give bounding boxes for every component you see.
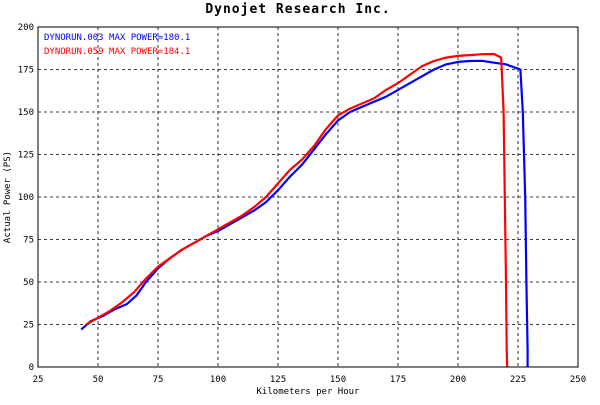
- series-line-2: [85, 52, 509, 368]
- x-tick-label: 125: [270, 375, 286, 385]
- y-tick-label: 175: [18, 66, 34, 76]
- x-tick-label: 200: [450, 375, 466, 385]
- y-tick-label: 0: [29, 363, 34, 373]
- legend: DYNORUN.003 MAX POWER=180.1 DYNORUN.059 M…: [44, 33, 190, 57]
- series-lines: [80, 52, 529, 368]
- y-tick-label: 100: [18, 193, 34, 203]
- y-tick-label: 25: [23, 321, 34, 331]
- plot-frame: [37, 26, 579, 368]
- legend-entry-2: DYNORUN.059 MAX POWER=184.1: [44, 47, 190, 57]
- x-tick-label: 250: [570, 375, 586, 385]
- y-tick-label: 75: [23, 236, 34, 246]
- y-tick-label: 125: [18, 151, 34, 161]
- x-tick-label: 225: [510, 375, 526, 385]
- x-tick-label: 75: [153, 375, 164, 385]
- grid-lines: [38, 27, 578, 367]
- x-tick-label: 50: [93, 375, 104, 385]
- legend-entry-1: DYNORUN.003 MAX POWER=180.1: [44, 33, 190, 43]
- x-tick-label: 175: [390, 375, 406, 385]
- chart-title: Dynojet Research Inc.: [205, 2, 390, 17]
- tick-labels: 25 50 75 100 125 150 175 200 225 250 0 25 50 75 100 125…: [18, 23, 586, 385]
- x-axis-label: Kilometers per Hour: [257, 387, 361, 397]
- y-tick-label: 150: [18, 108, 34, 118]
- x-tick-label: 150: [330, 375, 346, 385]
- series-line-1: [80, 59, 529, 367]
- x-tick-label: 25: [33, 375, 44, 385]
- y-tick-label: 200: [18, 23, 34, 33]
- y-tick-label: 50: [23, 278, 34, 288]
- y-axis-label: Actual Power (PS): [3, 151, 13, 243]
- x-tick-label: 100: [210, 375, 226, 385]
